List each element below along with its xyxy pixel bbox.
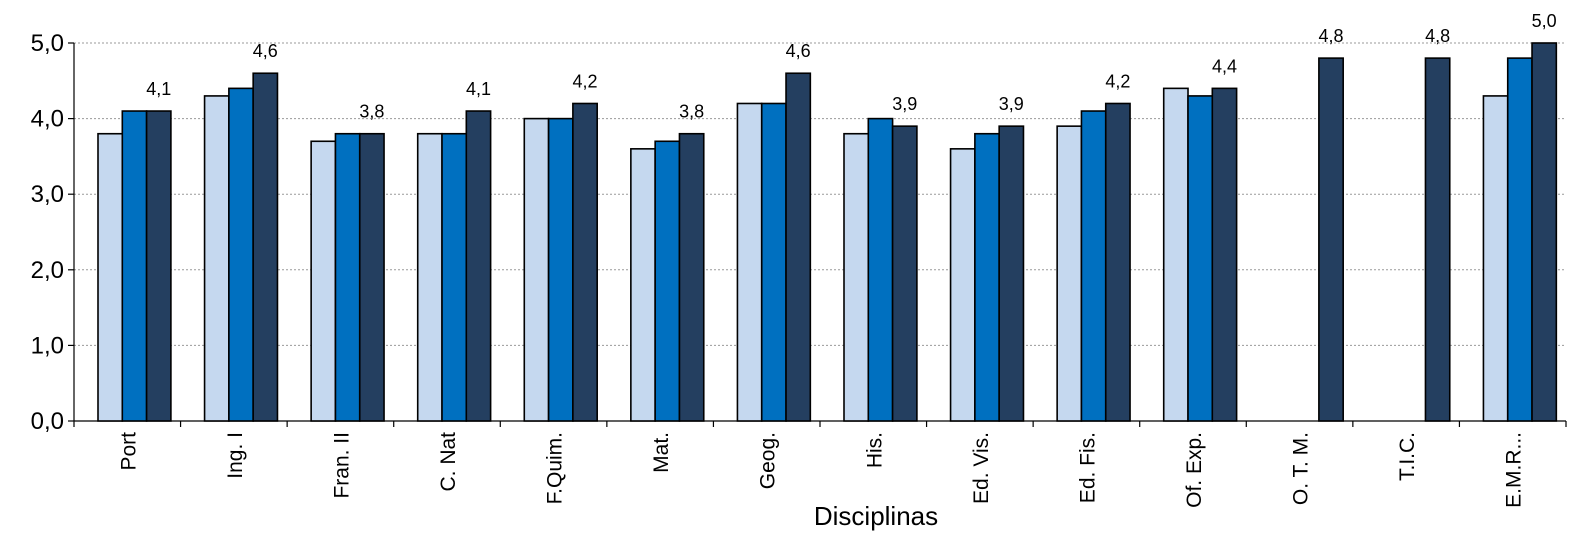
bar	[654, 140, 681, 422]
bar	[334, 132, 361, 422]
data-label: 5,0	[1532, 11, 1557, 31]
bar	[891, 125, 918, 422]
bar	[760, 102, 787, 422]
y-tick-label: 0,0	[31, 408, 64, 435]
bar	[1531, 42, 1558, 422]
x-tick-label: His.	[863, 432, 886, 468]
data-label: 4,8	[1425, 26, 1450, 46]
bar	[523, 117, 550, 422]
bar	[310, 140, 337, 422]
x-tick-label: Fran. II	[330, 432, 353, 499]
bar	[867, 117, 894, 422]
bar	[252, 72, 279, 422]
bar	[416, 132, 443, 422]
x-tick-label: C. Nat	[437, 432, 460, 492]
tick-labels: 0,0 1,0 2,0 3,0 4,0 5,0 Port Ing. I Fran. II C. N…	[31, 30, 1526, 508]
x-tick-label: Ed. Vis.	[970, 432, 993, 504]
data-labels: 4,1 4,6 3,8 4,1 4,2 3,8 4,6 3,9 3,9 4,2 4,4 4,8 4,8 5…	[146, 11, 1556, 122]
data-label: 4,1	[466, 79, 491, 99]
data-label: 4,1	[146, 79, 171, 99]
y-tick-label: 3,0	[31, 181, 64, 208]
bar	[998, 125, 1025, 422]
bar	[1211, 87, 1238, 422]
bar	[465, 110, 492, 422]
data-label: 3,9	[892, 94, 917, 114]
bar	[949, 148, 976, 422]
bar	[547, 117, 574, 422]
bar	[145, 110, 172, 422]
data-label: 4,2	[573, 71, 598, 91]
bar	[843, 132, 870, 422]
data-label: 4,8	[1319, 26, 1344, 46]
x-tick-label: Geog.	[757, 432, 780, 489]
bar	[1056, 125, 1083, 422]
y-tick-label: 2,0	[31, 257, 64, 284]
bar	[974, 132, 1000, 422]
bar	[785, 72, 812, 422]
data-label: 3,9	[999, 94, 1024, 114]
bar	[441, 132, 468, 422]
bar	[1424, 57, 1451, 422]
bar	[1318, 57, 1344, 422]
data-label: 3,8	[679, 102, 704, 122]
data-label: 4,2	[1105, 71, 1130, 91]
x-tick-label: T.I.C.	[1396, 432, 1419, 481]
data-label: 4,4	[1212, 56, 1237, 76]
bar	[1187, 95, 1214, 422]
bar	[1482, 95, 1509, 422]
bar	[358, 132, 385, 422]
x-tick-label: E.M.R...	[1503, 432, 1526, 508]
x-tick-label: Of. Exp.	[1183, 432, 1206, 508]
bars	[97, 42, 1558, 422]
data-label: 4,6	[253, 41, 278, 61]
y-tick-label: 5,0	[31, 30, 64, 57]
bar	[228, 87, 254, 422]
data-label: 4,6	[786, 41, 811, 61]
bar	[736, 102, 763, 422]
bar	[203, 95, 230, 422]
x-tick-label: Ed. Fis.	[1076, 432, 1099, 503]
y-tick-label: 4,0	[31, 106, 64, 133]
bar	[1162, 87, 1189, 422]
bar	[1104, 102, 1131, 422]
data-label: 3,8	[359, 102, 384, 122]
y-tick-label: 1,0	[31, 332, 64, 359]
bar	[97, 132, 124, 422]
bar	[572, 102, 598, 422]
x-tick-label: Port	[117, 432, 140, 471]
x-axis-title: Disciplinas	[814, 501, 938, 531]
x-tick-label: F.Quim.	[544, 432, 567, 504]
x-tick-label: Ing. I	[224, 432, 247, 479]
x-tick-label: Mat.	[650, 432, 673, 473]
bar	[630, 148, 656, 422]
bar	[121, 110, 148, 422]
bar	[1080, 110, 1107, 422]
bar	[1506, 57, 1533, 422]
x-tick-label: O. T. M.	[1290, 432, 1313, 505]
bar	[678, 132, 705, 422]
